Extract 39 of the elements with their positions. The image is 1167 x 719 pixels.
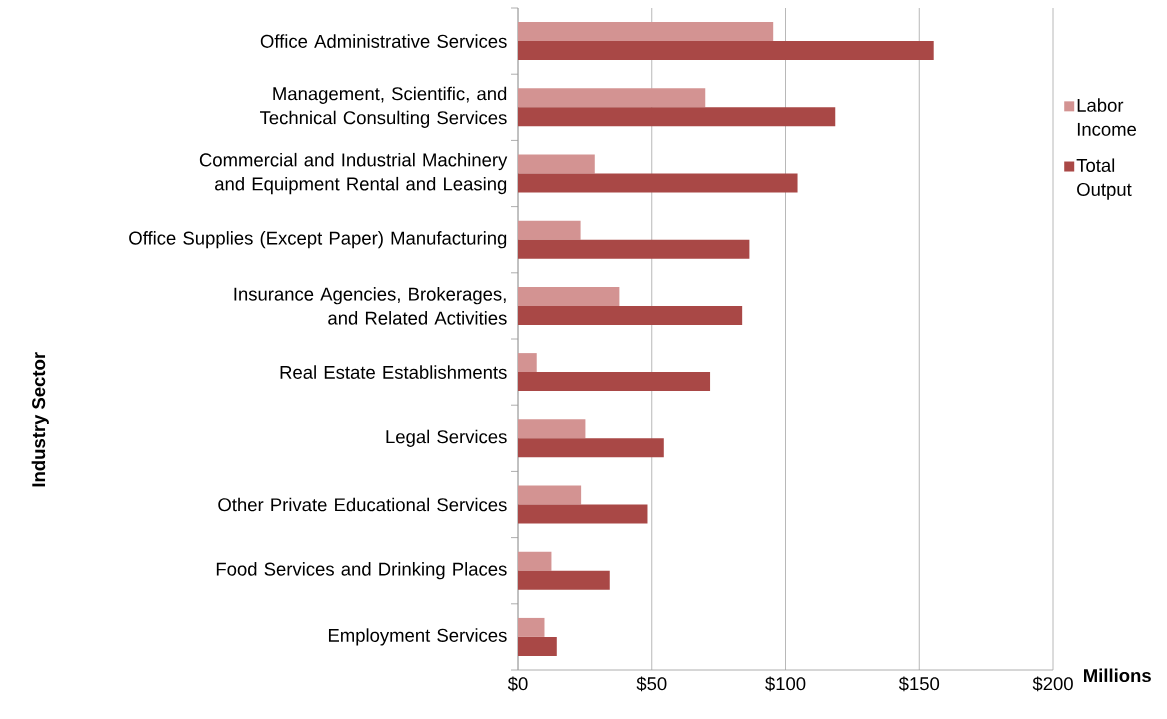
bar (518, 286, 620, 306)
legend-label: Total Output (1076, 158, 1132, 200)
y-tick-label: Office Administrative Services (260, 34, 507, 48)
y-tick-label: Employment Services (328, 628, 507, 646)
bar (518, 504, 648, 524)
bar (518, 353, 537, 373)
bar (518, 173, 798, 193)
bar (518, 220, 581, 240)
bar (518, 636, 557, 656)
y-tick-label: Other Private Educational Services (218, 497, 507, 512)
y-tick-label: Real Estate Establishments (280, 365, 507, 379)
bar (518, 107, 836, 127)
bar (518, 41, 934, 61)
bar (518, 570, 610, 590)
x-tick-label: $0 (507, 676, 528, 692)
bar (518, 419, 586, 439)
bar (518, 438, 664, 458)
bar (518, 617, 545, 637)
bar (518, 22, 774, 42)
y-tick-label: Management, Scientific, and Technical Consulting Services (259, 86, 507, 128)
x-tick-label: $150 (898, 676, 940, 692)
x-tick-label: $100 (765, 676, 806, 692)
bar (518, 551, 552, 571)
legend-label: Labor Income (1077, 98, 1137, 136)
y-tick-label: Commercial and Industrial Machinery and Equipment Rental and Leasing (199, 152, 508, 195)
bar (518, 239, 750, 259)
bar (518, 372, 711, 392)
x-axis-title: Millions (1084, 668, 1151, 683)
y-tick-label: Office Supplies (Except Paper) Manufacturing (129, 231, 507, 249)
bar (518, 88, 706, 108)
y-tick-label: Legal Services (386, 429, 507, 447)
x-tick-label: $200 (1032, 676, 1073, 692)
y-tick-label: Insurance Agencies, Brokerages, and Related Activities (234, 287, 507, 325)
bar (518, 305, 743, 325)
y-axis-title: Industry Sector (31, 352, 49, 487)
y-tick-label: Food Services and Drinking Places (216, 562, 507, 580)
bar (518, 154, 595, 174)
x-tick-label: $50 (636, 676, 667, 692)
bar (518, 485, 582, 505)
